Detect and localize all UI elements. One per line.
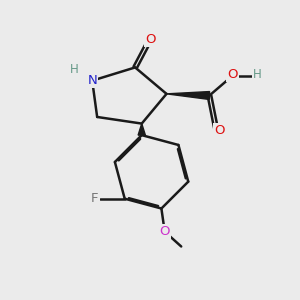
Text: F: F bbox=[91, 192, 99, 205]
Text: N: N bbox=[87, 74, 97, 87]
Text: O: O bbox=[145, 33, 155, 46]
Text: O: O bbox=[160, 225, 170, 238]
Text: O: O bbox=[214, 124, 225, 137]
Text: O: O bbox=[227, 68, 238, 80]
Polygon shape bbox=[167, 92, 210, 100]
Text: H: H bbox=[70, 63, 78, 76]
Polygon shape bbox=[138, 124, 146, 135]
Text: H: H bbox=[253, 68, 262, 80]
